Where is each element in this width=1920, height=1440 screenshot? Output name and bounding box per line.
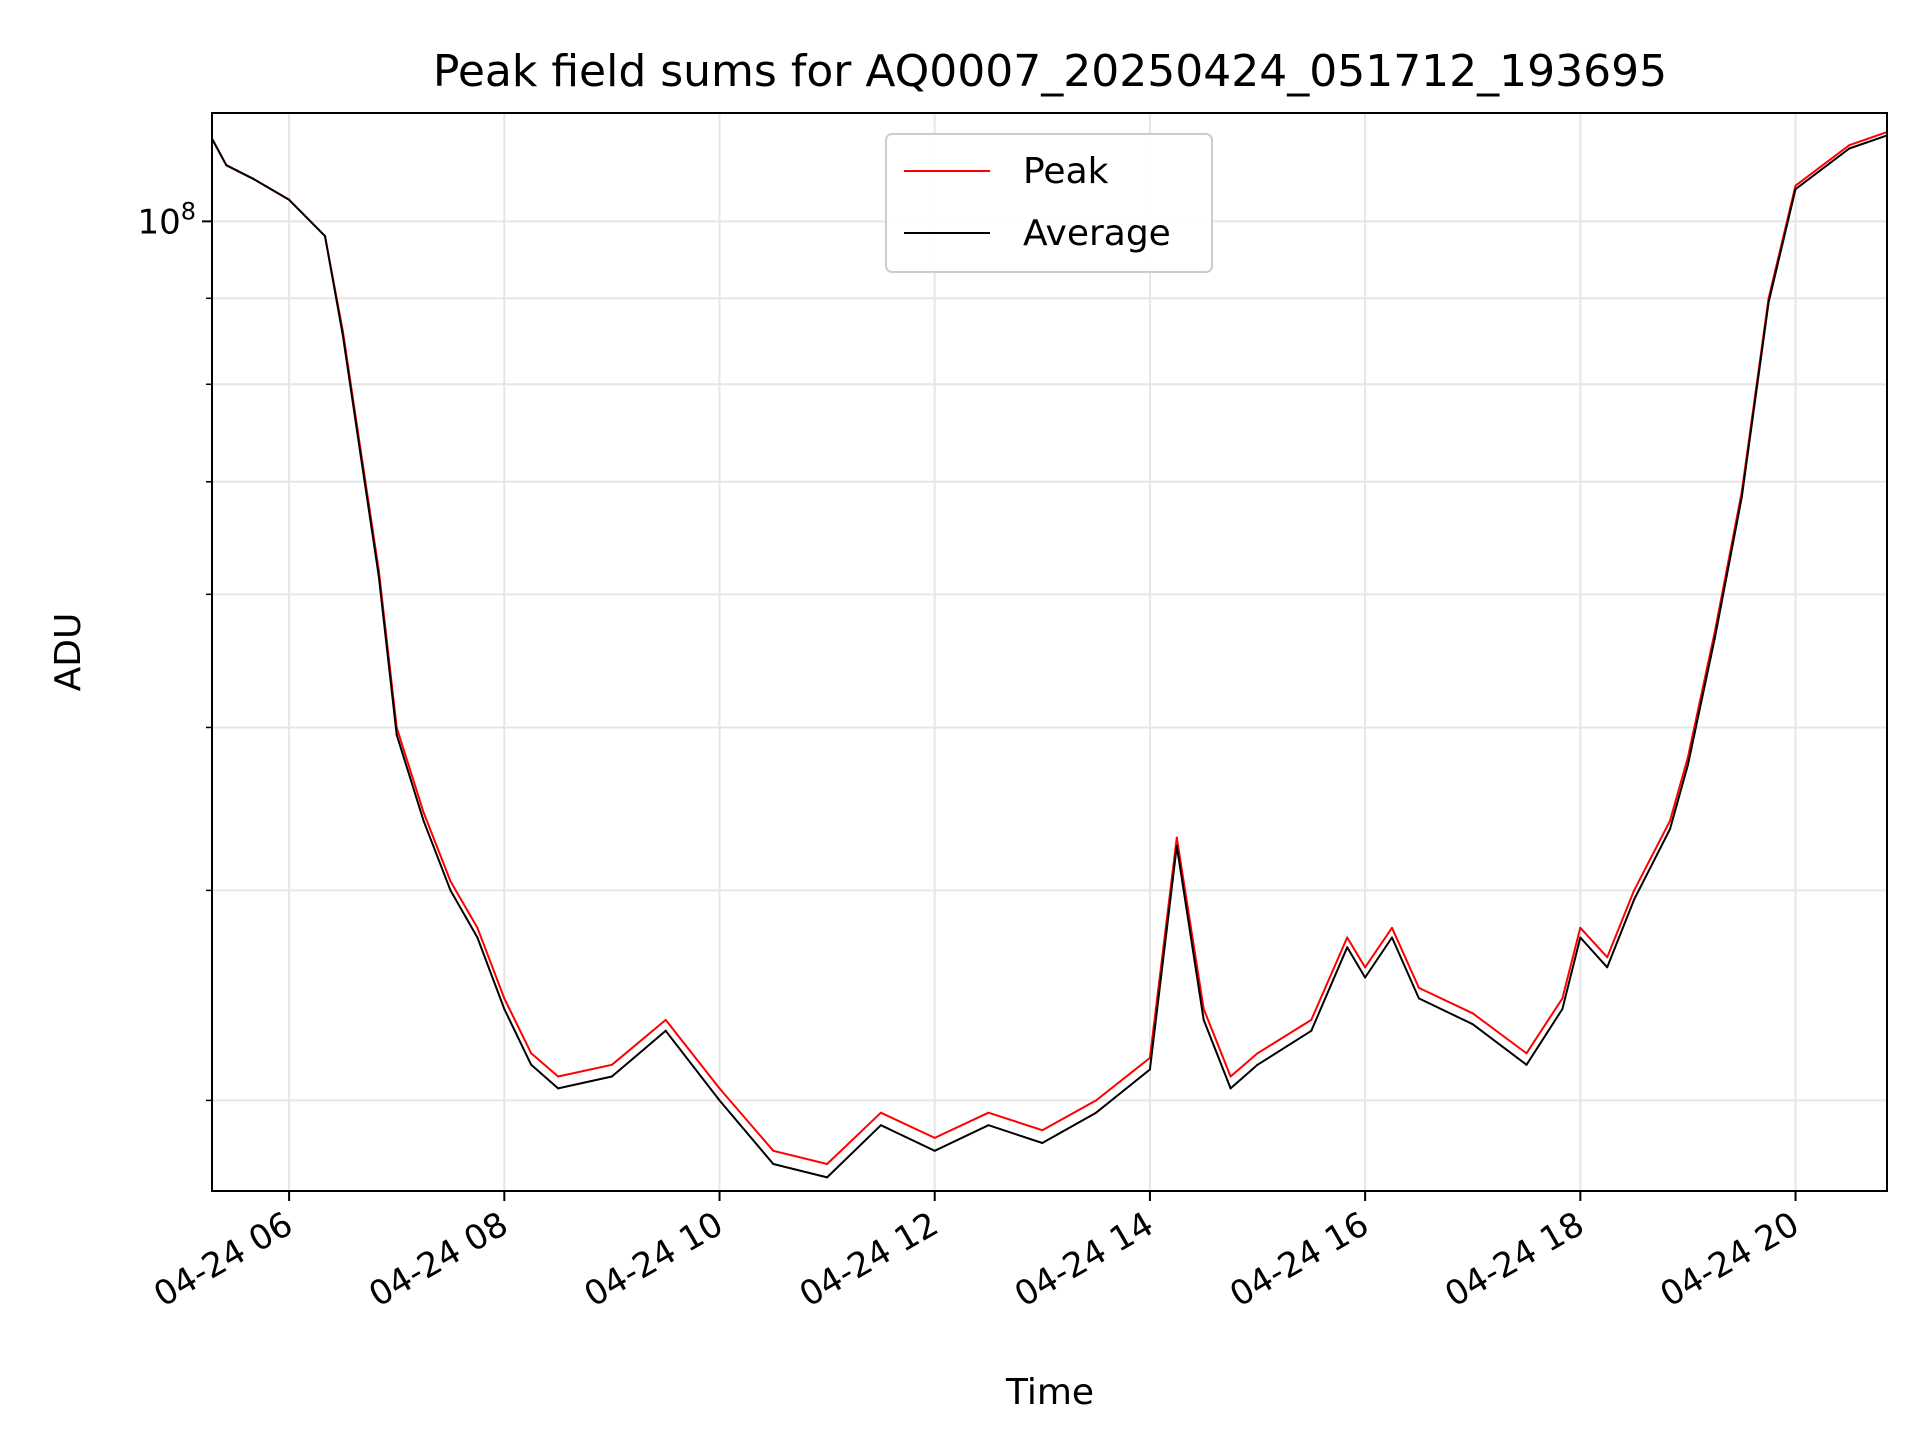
data-point-average (1606, 966, 1609, 969)
data-point-peak (772, 1149, 775, 1152)
data-point-average (1579, 936, 1582, 939)
data-point-average (1633, 898, 1636, 901)
chart-title: Peak field sums for AQ0007_20250424_0517… (433, 46, 1667, 97)
data-point-average (879, 1124, 882, 1127)
data-point-peak (476, 926, 479, 929)
y-tick-base: 10 (137, 202, 180, 242)
data-point-average (610, 1075, 613, 1078)
data-point-average (1310, 1029, 1313, 1032)
series-layer (211, 131, 1888, 1179)
data-point-average (503, 1008, 506, 1010)
legend-box (885, 133, 1213, 273)
y-tick-label: 108 (137, 197, 196, 242)
series-average (211, 134, 1888, 1179)
data-point-average (225, 164, 228, 167)
data-point-average (359, 455, 362, 458)
data-point-peak (664, 1018, 667, 1021)
data-point-peak (1561, 997, 1564, 1000)
data-point-average (1346, 946, 1349, 949)
data-point-peak (1041, 1129, 1044, 1132)
data-point-average (664, 1029, 667, 1032)
data-point-peak (1256, 1052, 1259, 1055)
data-point-peak (1579, 926, 1582, 929)
data-point-peak (1229, 1075, 1232, 1078)
data-point-peak (1417, 986, 1420, 989)
data-point-average (718, 1099, 721, 1102)
data-point-average (341, 334, 344, 337)
data-point-average (557, 1087, 560, 1090)
data-point-average (1471, 1023, 1474, 1026)
data-point-average (1848, 147, 1851, 150)
data-point-average (1148, 1068, 1151, 1071)
data-point-peak (879, 1111, 882, 1114)
data-point-peak (1095, 1099, 1098, 1102)
data-point-average (1175, 845, 1178, 848)
data-point-average (933, 1149, 936, 1152)
data-point-average (987, 1124, 990, 1127)
data-point-peak (1202, 1008, 1205, 1010)
data-point-average (1713, 637, 1716, 640)
data-point-average (1229, 1087, 1232, 1090)
data-point-average (1095, 1111, 1098, 1114)
data-point-average (1767, 301, 1770, 304)
data-point-peak (1346, 936, 1349, 939)
data-point-average (1525, 1063, 1528, 1066)
data-point-peak (449, 880, 452, 883)
data-point-average (449, 889, 452, 892)
data-point-average (530, 1063, 533, 1066)
data-point-peak (503, 997, 506, 1000)
data-point-average (1417, 997, 1420, 1000)
data-point-average (826, 1176, 829, 1179)
data-point-peak (422, 811, 425, 814)
data-point-peak (1525, 1052, 1528, 1055)
data-point-average (772, 1163, 775, 1165)
data-point-average (1561, 1008, 1564, 1010)
x-axis-label: Time (1005, 1372, 1094, 1413)
data-point-average (422, 819, 425, 822)
data-point-average (1740, 496, 1743, 499)
data-point-peak (1794, 184, 1797, 187)
data-point-average (1202, 1018, 1205, 1021)
data-point-peak (1606, 956, 1609, 959)
data-point-average (1364, 976, 1367, 979)
data-point-peak (557, 1075, 560, 1078)
legend: Peak Average (885, 133, 1213, 273)
legend-label-peak: Peak (1023, 151, 1109, 192)
data-point-peak (718, 1087, 721, 1090)
data-point-average (1686, 763, 1689, 766)
data-point-average (1391, 936, 1393, 939)
data-point-peak (987, 1111, 990, 1114)
data-point-peak (1310, 1018, 1313, 1021)
data-point-peak (1669, 819, 1671, 822)
data-point-average (1041, 1142, 1044, 1144)
data-point-average (377, 575, 380, 578)
data-point-peak (1848, 144, 1851, 147)
data-point-peak (1391, 926, 1393, 929)
data-point-peak (1175, 836, 1178, 839)
data-point-average (1794, 188, 1797, 191)
y-tick-exponent: 8 (181, 197, 196, 225)
data-point-average (476, 936, 479, 939)
grid (212, 113, 1887, 1191)
data-point-average (395, 733, 398, 736)
data-point-peak (530, 1052, 533, 1055)
data-point-peak (1471, 1012, 1474, 1015)
data-point-average (1669, 828, 1671, 831)
y-axis-label: ADU (48, 613, 89, 692)
plot-frame (211, 112, 1888, 1192)
data-point-peak (933, 1136, 936, 1139)
data-point-average (324, 235, 326, 238)
data-point-peak (826, 1163, 829, 1165)
data-point-peak (1633, 889, 1636, 892)
legend-label-average: Average (1023, 213, 1171, 254)
data-point-average (252, 177, 255, 180)
data-point-average (1256, 1063, 1259, 1066)
data-point-peak (610, 1063, 613, 1066)
data-point-peak (1364, 966, 1367, 969)
data-point-average (288, 198, 291, 201)
